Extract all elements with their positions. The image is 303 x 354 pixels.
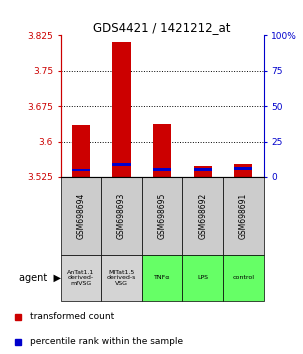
Text: LPS: LPS: [197, 275, 208, 280]
Bar: [142, 255, 182, 301]
Bar: [101, 255, 142, 301]
Bar: [101, 177, 142, 255]
Text: GSM698693: GSM698693: [117, 193, 126, 239]
Bar: [234, 167, 252, 170]
Bar: [182, 177, 223, 255]
Text: AnTat1.1
derived-
mfVSG: AnTat1.1 derived- mfVSG: [67, 270, 95, 286]
Text: GSM698694: GSM698694: [76, 193, 85, 239]
Bar: [142, 177, 182, 255]
Text: percentile rank within the sample: percentile rank within the sample: [30, 337, 183, 346]
Bar: [182, 255, 223, 301]
Bar: [194, 168, 212, 171]
Bar: [72, 169, 90, 171]
Bar: [153, 168, 171, 171]
Bar: [112, 163, 131, 166]
Bar: [223, 255, 264, 301]
Bar: [61, 255, 101, 301]
Text: GSM698695: GSM698695: [158, 193, 167, 239]
Bar: [72, 125, 90, 177]
Title: GDS4421 / 1421212_at: GDS4421 / 1421212_at: [93, 21, 231, 34]
Bar: [61, 177, 101, 255]
Bar: [194, 166, 212, 177]
Bar: [223, 177, 264, 255]
Text: control: control: [232, 275, 254, 280]
Text: TNFα: TNFα: [154, 275, 170, 280]
Text: GSM698692: GSM698692: [198, 193, 207, 239]
Bar: [112, 42, 131, 177]
Text: GSM698691: GSM698691: [239, 193, 248, 239]
Bar: [153, 124, 171, 177]
Text: transformed count: transformed count: [30, 312, 115, 321]
Bar: [234, 164, 252, 177]
Text: agent  ▶: agent ▶: [18, 273, 61, 283]
Text: MITat1.5
derived-s
VSG: MITat1.5 derived-s VSG: [107, 270, 136, 286]
